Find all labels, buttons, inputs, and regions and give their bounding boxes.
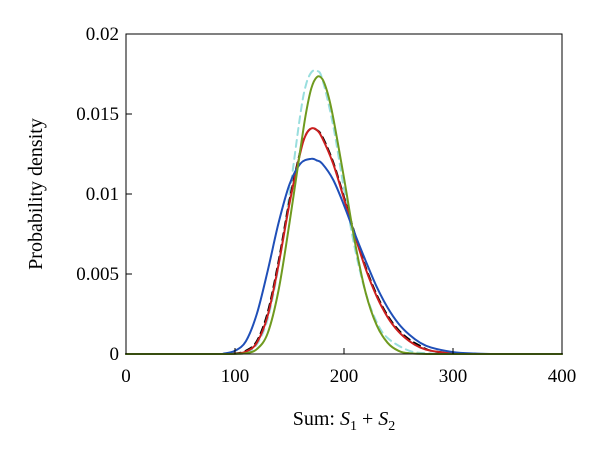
x-axis-label-term-1: S <box>340 408 350 430</box>
y-tick-label: 0.005 <box>76 264 119 285</box>
x-tick-label: 400 <box>548 366 577 387</box>
x-axis-label-term-2: S <box>378 408 388 430</box>
plot-lines <box>125 69 563 356</box>
x-axis-ticks: 0 100 200 300 400 <box>121 348 576 387</box>
series-line-2 <box>125 127 563 356</box>
x-axis-label: Sum: S1 + S2 <box>293 408 396 434</box>
y-tick-label: 0 <box>110 344 120 365</box>
x-axis-label-prefix: Sum: <box>293 408 340 430</box>
x-tick-label: 100 <box>221 366 250 387</box>
x-axis-label-term-1-subscript: 1 <box>350 419 357 434</box>
y-tick-label: 0.015 <box>76 104 119 125</box>
series-line-5 <box>125 75 563 356</box>
x-tick-label: 300 <box>439 366 468 387</box>
series-line-4 <box>125 157 563 356</box>
x-axis-label-term-2-subscript: 2 <box>388 419 395 434</box>
series-line-3 <box>125 127 563 356</box>
y-tick-label: 0.02 <box>86 24 119 45</box>
x-tick-label: 200 <box>330 366 359 387</box>
y-tick-label: 0.01 <box>86 184 119 205</box>
y-axis-ticks: 0 0.005 0.01 0.015 0.02 <box>76 24 132 365</box>
x-axis-label-operator: + <box>362 408 373 430</box>
y-axis-label: Probability density <box>25 118 47 270</box>
x-tick-label: 0 <box>121 366 131 387</box>
series-line-1 <box>125 69 563 356</box>
